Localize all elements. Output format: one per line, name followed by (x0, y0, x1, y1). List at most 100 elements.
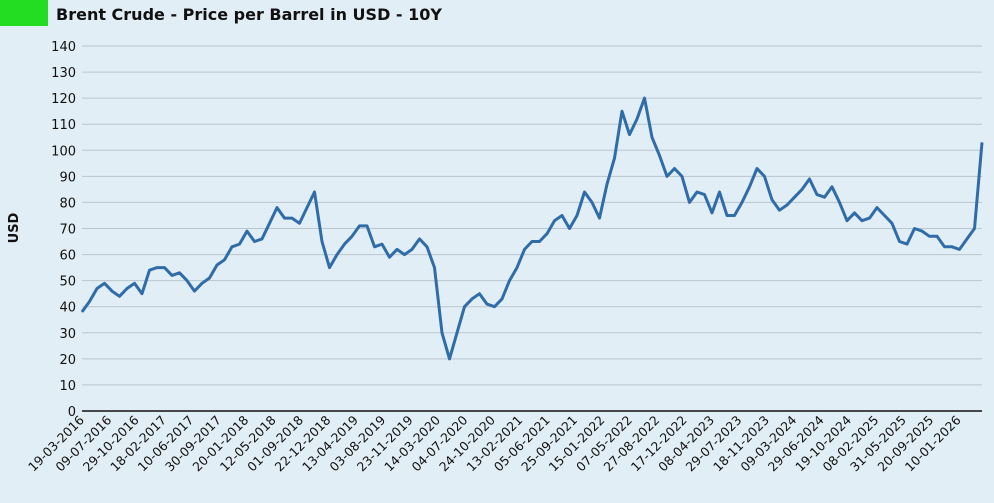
data-point (171, 274, 173, 276)
data-point (104, 282, 105, 284)
data-point (224, 259, 225, 261)
y-tick-label: 100 (51, 144, 76, 159)
data-point (284, 217, 285, 219)
data-point (929, 235, 930, 237)
data-point (306, 207, 308, 209)
data-point (314, 191, 315, 193)
data-point (524, 248, 525, 250)
data-point (201, 282, 203, 284)
data-point (216, 264, 218, 266)
data-point (134, 282, 135, 284)
data-point (149, 269, 150, 271)
data-point (794, 196, 795, 198)
data-point (509, 280, 510, 282)
data-point (419, 238, 420, 240)
data-point (719, 191, 720, 193)
data-point (741, 201, 743, 203)
data-point (981, 141, 983, 143)
y-tick-label: 20 (59, 353, 76, 368)
data-point (906, 243, 908, 245)
data-point (561, 214, 563, 216)
data-point (606, 183, 608, 185)
data-point (239, 243, 240, 245)
y-tick-label: 30 (59, 327, 76, 342)
data-point (291, 217, 293, 219)
data-point (599, 217, 600, 219)
data-point (681, 175, 683, 177)
data-point (299, 222, 300, 224)
data-point (231, 246, 233, 248)
chart-title: Brent Crude - Price per Barrel in USD - … (56, 5, 442, 24)
data-point (374, 246, 375, 248)
data-point (899, 241, 900, 243)
data-point (839, 201, 840, 203)
data-point (974, 228, 975, 229)
data-point (396, 248, 398, 250)
data-point (629, 134, 630, 136)
y-tick-label: 0 (68, 405, 76, 420)
data-point (329, 267, 330, 269)
data-point (554, 220, 555, 222)
data-point (809, 178, 810, 180)
data-point (884, 214, 885, 216)
data-point (269, 222, 270, 224)
data-point (141, 293, 143, 295)
data-point (366, 225, 368, 227)
data-point (756, 168, 758, 170)
data-point (426, 246, 428, 248)
data-point (516, 267, 518, 269)
data-point (119, 295, 120, 297)
data-point (164, 267, 165, 269)
data-point (186, 280, 188, 282)
data-point (539, 241, 540, 243)
data-point (644, 97, 645, 99)
data-point (569, 228, 570, 229)
data-point (126, 287, 128, 289)
data-point (861, 220, 863, 222)
data-point (194, 290, 195, 292)
data-point (464, 306, 465, 308)
data-point (531, 241, 533, 243)
data-point (666, 175, 668, 177)
data-point (704, 194, 705, 196)
data-point (389, 256, 390, 258)
y-tick-label: 70 (59, 223, 76, 238)
data-point (546, 233, 548, 235)
data-point (584, 191, 585, 193)
data-point (381, 243, 383, 245)
data-point (261, 238, 263, 240)
data-point (816, 194, 818, 196)
data-point (591, 201, 593, 203)
data-point (801, 188, 803, 190)
data-point (914, 228, 915, 229)
y-tick-label: 40 (59, 301, 76, 316)
data-point (891, 222, 893, 224)
y-tick-label: 140 (51, 40, 76, 55)
data-point (576, 214, 578, 216)
data-point (404, 254, 405, 256)
y-tick-label: 130 (51, 66, 76, 81)
data-point (749, 186, 750, 188)
data-point (179, 272, 180, 274)
y-tick-label: 10 (59, 379, 76, 394)
data-point (246, 230, 248, 232)
data-point (921, 230, 923, 232)
data-point (959, 248, 960, 250)
data-point (734, 214, 735, 216)
data-point (659, 155, 660, 156)
data-point (966, 238, 968, 240)
data-point (336, 254, 338, 256)
data-point (779, 209, 780, 211)
data-point (689, 201, 690, 203)
data-point (479, 293, 480, 295)
data-point (494, 306, 495, 308)
data-point (359, 225, 360, 227)
y-tick-label: 90 (59, 170, 76, 185)
data-point (846, 220, 848, 222)
data-point (636, 118, 638, 120)
data-point (711, 212, 713, 214)
data-point (674, 168, 675, 170)
data-point (944, 246, 945, 248)
data-point (434, 267, 435, 269)
